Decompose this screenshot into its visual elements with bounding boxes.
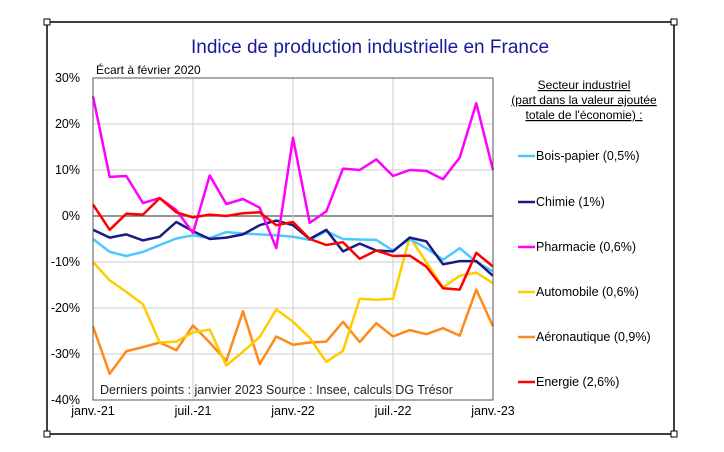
x-tick-label: janv.-23 xyxy=(470,404,515,418)
x-ticks: janv.-21 juil.-21 janv.-22 juil.-22 janv.-23 xyxy=(70,404,515,418)
y-tick-label: -10% xyxy=(51,255,80,269)
y-tick-label: -20% xyxy=(51,301,80,315)
y-axis-label: Écart à février 2020 xyxy=(96,62,201,77)
legend-item: Bois-papier (0,5%) xyxy=(518,149,640,163)
legend-item: Pharmacie (0,6%) xyxy=(518,240,636,254)
chart-frame xyxy=(46,21,675,435)
series-line-bois-papier xyxy=(92,229,494,273)
y-tick-label: -30% xyxy=(51,347,80,361)
y-ticks: 30% 20% 10% 0% -10% -20% -30% -40% xyxy=(51,71,80,407)
legend-title-1: Secteur industriel xyxy=(538,78,631,92)
y-tick-label: 10% xyxy=(55,163,80,177)
y-tick-label: -40% xyxy=(51,393,80,407)
series-line-energie xyxy=(91,196,494,291)
legend-item: Chimie (1%) xyxy=(518,195,605,209)
source-note: Derniers points : janvier 2023 Source : … xyxy=(100,383,453,397)
legend-item: Energie (2,6%) xyxy=(518,375,619,389)
legend-label: Energie (2,6%) xyxy=(536,375,619,389)
series-line-automobile xyxy=(92,235,494,367)
legend-label: Pharmacie (0,6%) xyxy=(536,240,636,254)
y-tick-label: 30% xyxy=(55,71,80,85)
legend-label: Aéronautique (0,9%) xyxy=(536,330,651,344)
plot-area xyxy=(92,77,494,401)
legend-label: Automobile (0,6%) xyxy=(536,285,639,299)
series-line-chimie xyxy=(92,219,494,277)
chart-title: Indice de production industrielle en Fra… xyxy=(191,37,549,58)
legend-item: Automobile (0,6%) xyxy=(518,285,639,299)
legend-label: Chimie (1%) xyxy=(536,195,605,209)
legend-title-3: totale de l'économie) : xyxy=(525,108,642,122)
x-tick-label: juil.-22 xyxy=(374,404,412,418)
selection-handles[interactable] xyxy=(43,18,678,438)
legend-item: Aéronautique (0,9%) xyxy=(518,330,651,344)
y-tick-label: 0% xyxy=(62,209,80,223)
legend-title-2: (part dans la valeur ajoutée xyxy=(511,93,657,107)
x-tick-label: janv.-22 xyxy=(270,404,315,418)
legend-label: Bois-papier (0,5%) xyxy=(536,149,640,163)
x-tick-label: juil.-21 xyxy=(174,404,212,418)
series-lines xyxy=(91,96,495,376)
x-tick-label: janv.-21 xyxy=(70,404,115,418)
y-tick-label: 20% xyxy=(55,117,80,131)
legend: Secteur industriel (part dans la valeur … xyxy=(511,78,657,389)
